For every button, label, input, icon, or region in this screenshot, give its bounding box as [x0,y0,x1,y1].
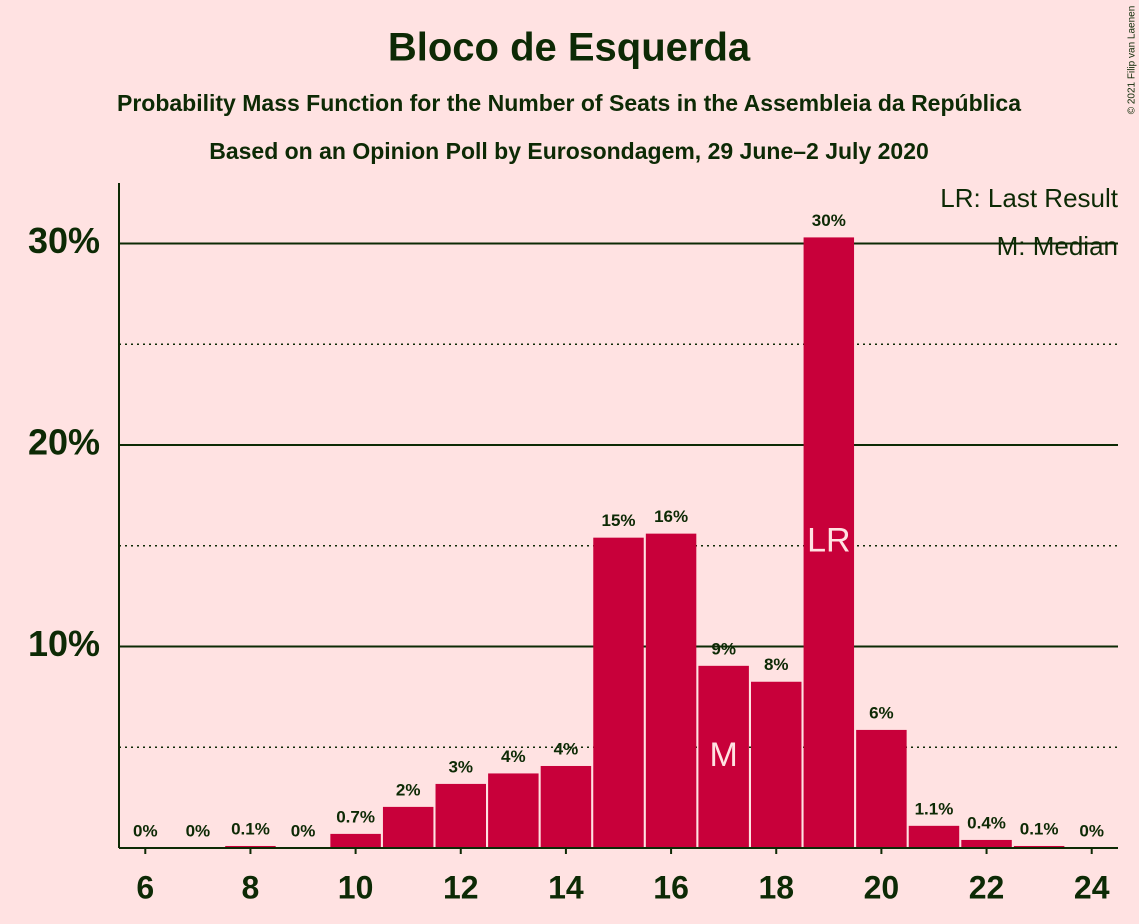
value-label: 4% [554,739,579,758]
bar [488,773,539,848]
bar [856,729,907,848]
x-tick-label: 18 [758,869,794,905]
chart-title: Bloco de Esquerda [388,26,751,70]
value-label: 4% [501,747,526,766]
legend-entry: LR: Last Result [940,183,1119,213]
y-tick-label: 30% [28,220,100,261]
value-label: 8% [764,655,789,674]
value-label: 6% [869,703,894,722]
copyright: © 2021 Filip van Laenen [1127,6,1138,115]
bar [908,825,960,848]
x-tick-label: 20 [864,869,900,905]
value-label: 0.4% [967,813,1006,832]
x-tick-label: 16 [653,869,689,905]
bar [382,806,434,848]
x-tick-label: 6 [136,869,154,905]
value-label: 16% [654,507,688,526]
value-label: 2% [396,780,421,799]
value-label: 0% [1079,821,1104,840]
bar [803,237,855,849]
value-label: 0.1% [231,819,270,838]
value-label: 0% [186,821,211,840]
bar [645,533,697,848]
chart-subtitle: Probability Mass Function for the Number… [117,90,1021,116]
value-label: 3% [448,757,473,776]
value-label: 9% [711,639,736,658]
bar [225,845,276,848]
x-tick-label: 12 [443,869,479,905]
marker-label: LR [807,522,850,560]
bar [698,665,749,848]
value-label: 30% [812,211,846,230]
x-tick-label: 22 [969,869,1005,905]
bar [961,839,1012,848]
bar [1013,845,1065,848]
value-label: 0% [133,821,158,840]
x-tick-label: 10 [338,869,374,905]
bar [330,833,381,848]
value-label: 1.1% [915,799,954,818]
value-label: 0.7% [336,807,375,826]
y-tick-label: 20% [28,421,100,462]
chart-subtitle: Based on an Opinion Poll by Eurosondagem… [209,138,929,164]
x-tick-label: 14 [548,869,584,905]
value-label: 0% [291,821,316,840]
x-tick-label: 8 [242,869,260,905]
bar [540,765,592,848]
y-tick-label: 10% [28,623,100,664]
bar [435,783,487,848]
x-tick-label: 24 [1074,869,1110,905]
value-label: 0.1% [1020,819,1059,838]
value-label: 15% [601,511,635,530]
legend-entry: M: Median [997,231,1118,261]
bar [593,537,644,848]
marker-label: M [709,736,737,774]
bar [750,681,802,848]
